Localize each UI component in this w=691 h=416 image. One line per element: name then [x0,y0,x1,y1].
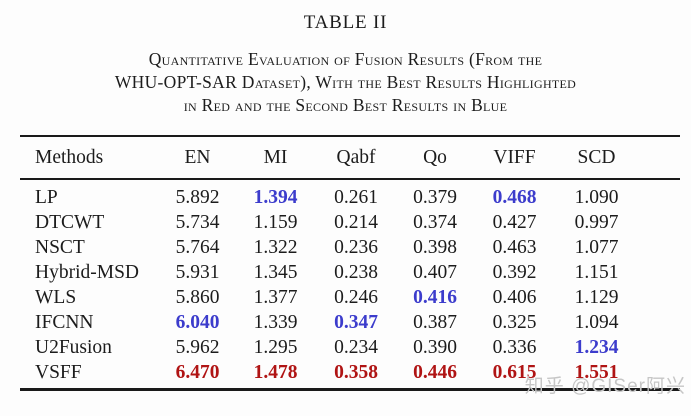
value-cell: 6.040 [175,312,220,333]
table-row: DTCWT 5.734 1.159 0.214 0.374 0.427 0.99… [20,210,680,235]
caption-line-2: WHU-OPT-SAR Dataset), With the Best Resu… [114,72,577,92]
value-cell: 1.094 [574,312,619,333]
value-cell: 0.214 [334,212,378,233]
value-cell: 0.325 [492,312,537,333]
value-cell: 5.892 [175,187,220,208]
value-cell: 0.406 [492,287,537,308]
value-cell: 0.463 [492,237,537,258]
value-cell: 0.374 [413,212,457,233]
table-row: LP 5.892 1.394 0.261 0.379 0.468 1.090 [20,179,680,210]
value-cell: 0.236 [334,237,378,258]
value-cell: 1.129 [574,287,619,308]
value-cell: 0.234 [334,337,378,358]
table-body: LP 5.892 1.394 0.261 0.379 0.468 1.090 D… [20,179,680,390]
value-cell: 5.962 [175,337,220,358]
table-row: IFCNN 6.040 1.339 0.347 0.387 0.325 1.09… [20,310,680,335]
method-cell: Hybrid-MSD [35,262,140,283]
column-header-viff: VIFF [474,136,555,180]
value-cell: 6.470 [175,362,220,383]
table-number: TABLE II [303,12,388,33]
value-cell: 0.446 [413,362,457,383]
caption-line-1: Quantitative Evaluation of Fusion Result… [148,49,543,69]
value-cell: 0.407 [413,262,457,283]
column-header-scd: SCD [555,136,680,180]
value-cell: 0.468 [492,187,537,208]
value-cell: 0.398 [413,237,457,258]
value-cell: 1.295 [253,337,298,358]
value-cell: 1.090 [574,187,619,208]
caption-line-3: in Red and the Second Best Results in Bl… [183,95,508,115]
table-header: Methods EN MI Qabf Qo VIFF SCD [20,136,680,180]
value-cell: 0.261 [334,187,378,208]
value-cell: 0.615 [492,362,537,383]
value-cell: 1.322 [253,237,298,258]
value-cell: 1.234 [574,337,619,358]
table-row: VSFF 6.470 1.478 0.358 0.446 0.615 1.551 [20,360,680,390]
table-row: WLS 5.860 1.377 0.246 0.416 0.406 1.129 [20,285,680,310]
value-cell: 0.379 [413,187,457,208]
value-cell: 1.394 [253,187,298,208]
value-cell: 0.392 [492,262,537,283]
value-cell: 0.427 [492,212,537,233]
value-cell: 5.860 [175,287,220,308]
value-cell: 1.551 [574,362,619,383]
table-row: Hybrid-MSD 5.931 1.345 0.238 0.407 0.392… [20,260,680,285]
table-row: U2Fusion 5.962 1.295 0.234 0.390 0.336 1… [20,335,680,360]
value-cell: 5.764 [175,237,220,258]
column-header-mi: MI [235,136,316,180]
value-cell: 1.151 [574,262,619,283]
results-table: Methods EN MI Qabf Qo VIFF SCD LP 5.892 … [20,135,680,391]
column-header-qo: Qo [396,136,474,180]
value-cell: 1.159 [253,212,298,233]
value-cell: 0.238 [334,262,378,283]
value-cell: 0.358 [334,362,378,383]
table-caption: Quantitative Evaluation of Fusion Result… [0,48,691,117]
table-row: NSCT 5.764 1.322 0.236 0.398 0.463 1.077 [20,235,680,260]
value-cell: 1.339 [253,312,298,333]
value-cell: 1.478 [253,362,298,383]
value-cell: 1.345 [253,262,298,283]
value-cell: 0.997 [574,212,619,233]
value-cell: 0.336 [492,337,537,358]
value-cell: 1.377 [253,287,298,308]
value-cell: 0.390 [413,337,457,358]
method-cell: DTCWT [35,212,105,233]
value-cell: 0.347 [334,312,378,333]
method-cell: WLS [35,287,77,308]
column-header-en: EN [160,136,235,180]
method-cell: NSCT [35,237,85,258]
method-cell: U2Fusion [35,337,112,358]
value-cell: 1.077 [574,237,619,258]
value-cell: 5.734 [175,212,220,233]
value-cell: 0.246 [334,287,378,308]
value-cell: 0.387 [413,312,457,333]
value-cell: 5.931 [175,262,220,283]
column-header-methods: Methods [20,136,160,180]
column-header-qabf: Qabf [316,136,396,180]
method-cell: LP [35,187,58,208]
value-cell: 0.416 [413,287,457,308]
header-row: Methods EN MI Qabf Qo VIFF SCD [20,136,680,180]
method-cell: VSFF [35,362,82,383]
method-cell: IFCNN [35,312,94,333]
